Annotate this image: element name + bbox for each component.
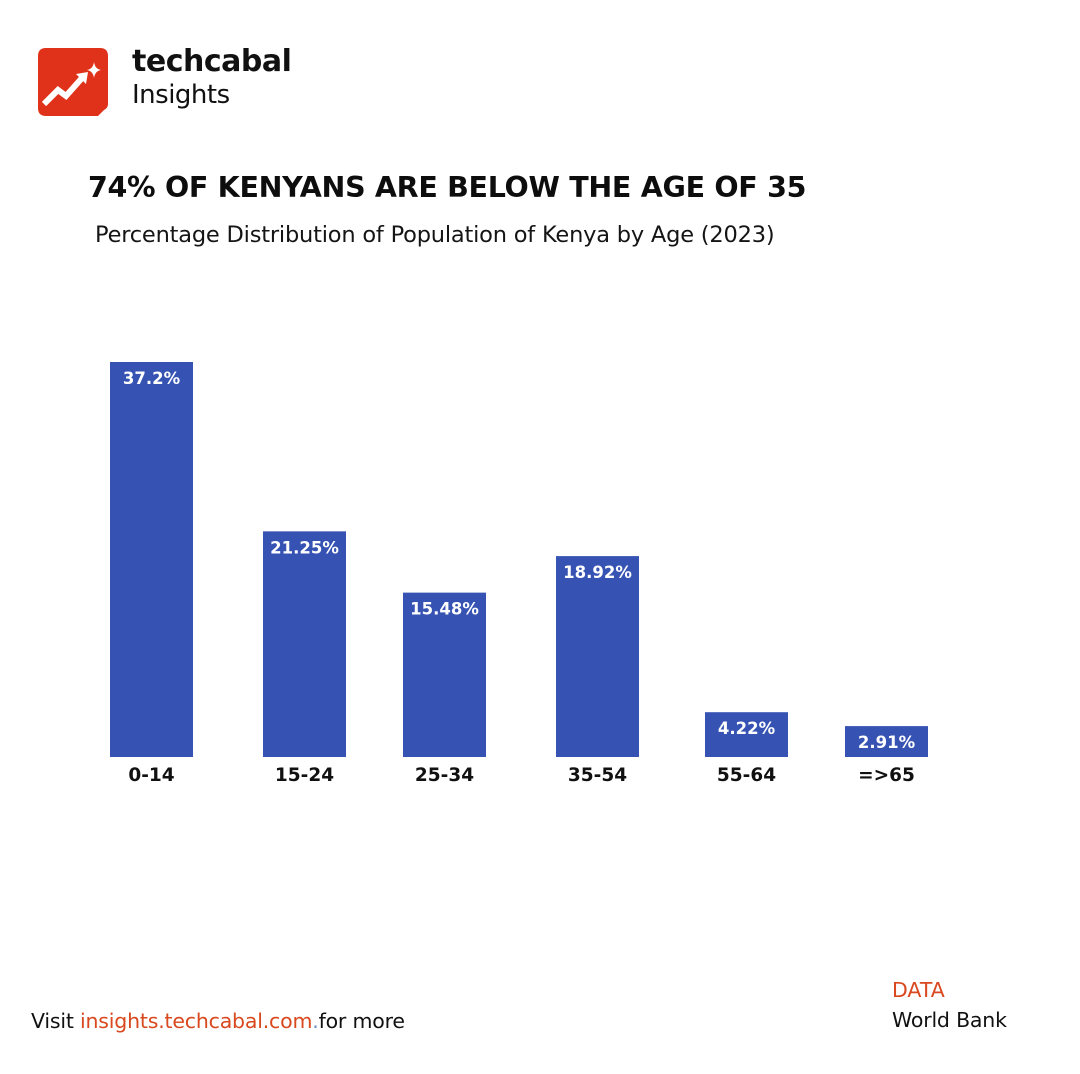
x-tick-label: 35-54 [568, 765, 627, 786]
logo-background [38, 48, 108, 116]
chart-subtitle: Percentage Distribution of Population of… [95, 222, 775, 248]
data-label: 18.92% [563, 563, 632, 582]
x-tick-label: 0-14 [128, 765, 174, 786]
trend-arrow-icon [41, 76, 85, 107]
x-tick-label: =>65 [858, 765, 915, 786]
data-label: 15.48% [410, 600, 479, 619]
bar-55-64 [705, 712, 788, 757]
source-label: DATA [892, 978, 945, 1002]
footer-visit: Visit insights.techcabal.com.for more [31, 1006, 405, 1036]
brand-name: techcabal [132, 44, 292, 79]
website-link[interactable]: insights.techcabal.com [80, 1009, 313, 1033]
x-tick-label: 55-64 [717, 765, 776, 786]
visit-prefix: Visit [31, 1009, 80, 1033]
bar-25-34 [403, 592, 486, 757]
arrow-head-icon [76, 72, 88, 84]
source-value: World Bank [892, 1008, 1007, 1032]
visit-suffix: for more [318, 1009, 405, 1033]
brand-sub: Insights [132, 80, 230, 110]
data-label: 4.22% [718, 719, 776, 738]
x-tick-label: 15-24 [275, 765, 334, 786]
bar-35-54 [556, 556, 639, 757]
link-dot: . [312, 1009, 319, 1033]
techcabal-logo [38, 48, 108, 116]
data-source: DATA World Bank [892, 975, 1007, 1035]
brand: techcabal Insights [132, 44, 292, 110]
x-tick-label: 25-34 [415, 765, 474, 786]
data-label: 37.2% [123, 369, 181, 388]
bar-=>65 [845, 726, 928, 757]
data-label: 21.25% [270, 538, 339, 557]
bar-0-14 [110, 362, 193, 757]
sparkle-icon [87, 62, 101, 78]
chart-title: 74% OF KENYANS ARE BELOW THE AGE OF 35 [88, 171, 807, 204]
data-label: 2.91% [858, 733, 916, 752]
bar-15-24 [263, 531, 346, 757]
bar-chart: 37.2% 0-14 21.25% 15-24 15.48% 25-34 18.92% 35-… [110, 362, 928, 786]
